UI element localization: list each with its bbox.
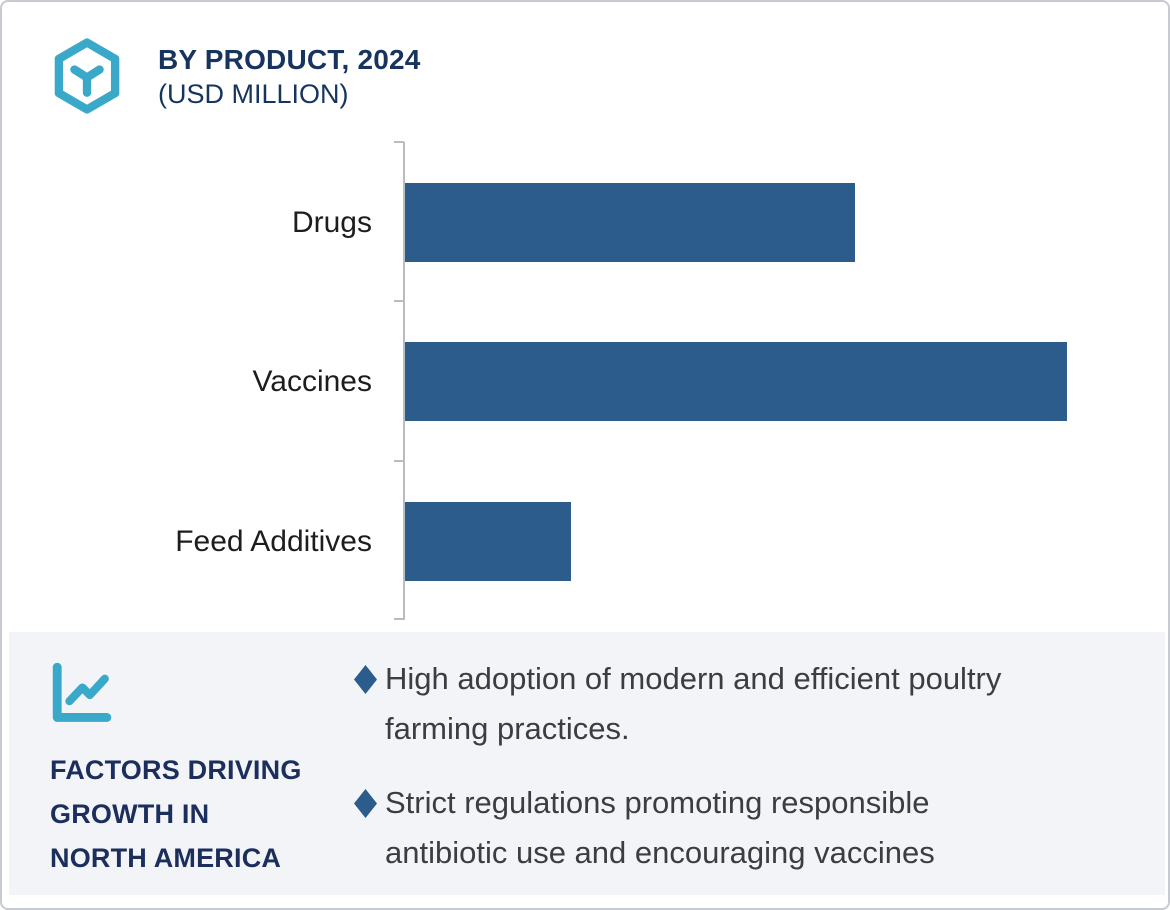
category-axis-line — [403, 142, 405, 620]
factors-heading-line-2: GROWTH IN — [50, 799, 210, 829]
diamond-bullet-icon — [354, 665, 377, 694]
bar-drugs — [405, 183, 855, 262]
axis-tick — [394, 141, 404, 143]
bar-feed-additives — [405, 502, 571, 581]
bar-label-drugs: Drugs — [291, 205, 372, 239]
bar-vaccines — [405, 342, 1067, 421]
axis-tick — [394, 300, 404, 302]
bar-row-feed-additives: Feed Additives — [2, 502, 1168, 581]
bullet-item: Strict regulations promoting responsible… — [354, 778, 1054, 878]
factors-heading-line-1: FACTORS DRIVING — [50, 755, 302, 785]
factors-panel: FACTORS DRIVING GROWTH IN NORTH AMERICA … — [9, 632, 1165, 895]
line-chart-icon — [52, 662, 112, 722]
bar-row-vaccines: Vaccines — [2, 342, 1168, 421]
bar-chart: Drugs Vaccines Feed Additives — [2, 2, 1168, 632]
factors-heading: FACTORS DRIVING GROWTH IN NORTH AMERICA — [50, 748, 302, 880]
axis-tick — [394, 618, 404, 620]
bar-row-drugs: Drugs — [2, 183, 1168, 262]
bar-label-feed-additives: Feed Additives — [175, 524, 372, 558]
axis-tick — [394, 460, 404, 462]
chart-title: BY PRODUCT, 2024 — [158, 44, 421, 75]
bullet-text: High adoption of modern and efficient po… — [385, 661, 1002, 746]
chart-title-block: BY PRODUCT, 2024 (USD MILLION) — [158, 43, 421, 111]
factors-bullet-list: High adoption of modern and efficient po… — [354, 654, 1054, 878]
factors-heading-line-3: NORTH AMERICA — [50, 843, 282, 873]
diamond-bullet-icon — [354, 789, 377, 818]
bullet-item: High adoption of modern and efficient po… — [354, 654, 1054, 754]
bullet-text: Strict regulations promoting responsible… — [385, 785, 935, 870]
bar-label-vaccines: Vaccines — [252, 364, 372, 398]
hexagon-cube-logo-icon — [54, 38, 120, 114]
chart-subtitle: (USD MILLION) — [158, 79, 349, 109]
